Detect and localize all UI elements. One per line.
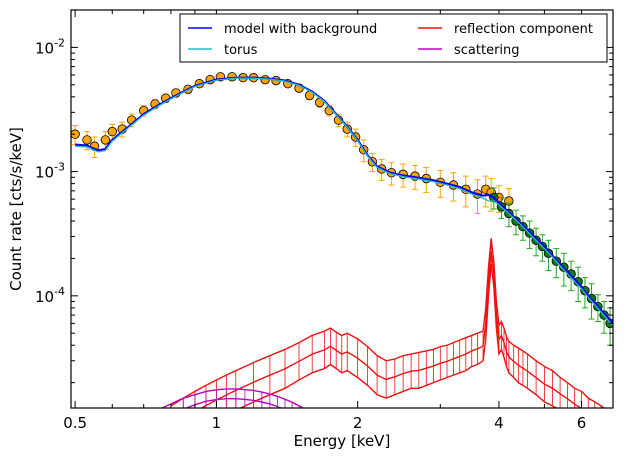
- y-tick-label: 10-3: [35, 161, 65, 182]
- line-torus: [75, 77, 613, 327]
- x-tick-label: 6: [577, 414, 587, 432]
- x-tick-label: 1: [212, 414, 222, 432]
- x-tick-label: 0.5: [63, 414, 87, 432]
- y-tick-label: 10-2: [35, 36, 65, 57]
- data-point: [82, 135, 92, 145]
- x-tick-label: 2: [353, 414, 363, 432]
- legend-label: reflection component: [454, 22, 593, 37]
- x-tick-label: 4: [494, 414, 504, 432]
- band-lower-line: [238, 264, 558, 408]
- legend-entry: scattering: [418, 43, 520, 58]
- legend-entry: torus: [188, 43, 258, 58]
- legend-label: torus: [224, 43, 258, 58]
- legend: model with background reflection componen…: [179, 13, 608, 63]
- legend-entry: model with background: [188, 22, 377, 37]
- band-upper-line: [160, 388, 305, 408]
- band-upper-line: [170, 238, 606, 408]
- x-axis-title: Energy [keV]: [294, 432, 391, 450]
- plot-area: [71, 72, 613, 408]
- legend-box: [179, 13, 608, 63]
- band-middle-line: [200, 251, 582, 408]
- legend-label: scattering: [454, 43, 520, 58]
- band-reflection-component: [170, 238, 606, 408]
- axis-ticks: 0.5 1 2 4 6 10-4 10-3 10-2: [35, 9, 614, 432]
- data-point: [71, 129, 80, 139]
- y-axis-title: Count rate [cts/s/keV]: [7, 127, 25, 291]
- legend-entry: reflection component: [418, 22, 593, 37]
- data-point: [342, 124, 352, 134]
- data-point: [100, 135, 111, 145]
- band-middle-line: [184, 397, 283, 408]
- y-tick-label: 10-4: [35, 285, 65, 306]
- legend-label: model with background: [224, 22, 377, 37]
- data-point: [107, 126, 117, 137]
